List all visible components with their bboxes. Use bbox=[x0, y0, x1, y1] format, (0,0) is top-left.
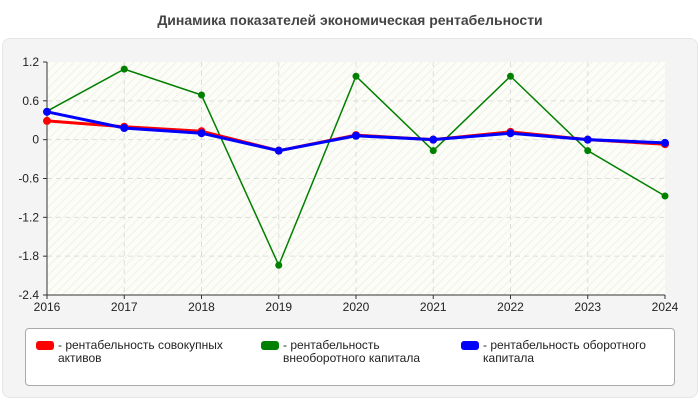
legend-item-noncurrent: - рентабельность внеоборотного капитала bbox=[261, 339, 441, 365]
legend-swatch bbox=[36, 341, 54, 350]
x-tick-label: 2021 bbox=[420, 300, 447, 314]
data-point bbox=[429, 147, 437, 155]
legend: - рентабельность совокупных активов - ре… bbox=[25, 328, 675, 386]
y-tick-label: -1.8 bbox=[18, 249, 39, 263]
data-point bbox=[584, 147, 592, 155]
y-tick-label: -0.6 bbox=[18, 172, 39, 186]
y-tick-label: -1.2 bbox=[18, 210, 39, 224]
data-point bbox=[352, 72, 360, 80]
legend-label: - рентабельность оборотного капитала bbox=[483, 338, 646, 365]
legend-item-current: - рентабельность оборотного капитала bbox=[461, 339, 671, 365]
x-tick-label: 2020 bbox=[343, 300, 370, 314]
data-point bbox=[43, 107, 51, 116]
x-tick-label: 2019 bbox=[265, 300, 292, 314]
data-point bbox=[429, 135, 438, 144]
data-point bbox=[506, 129, 515, 138]
legend-label: - рентабельность совокупных активов bbox=[58, 338, 223, 365]
x-tick-label: 2023 bbox=[574, 300, 601, 314]
data-point bbox=[197, 129, 206, 138]
x-tick-label: 2022 bbox=[497, 300, 524, 314]
legend-swatch bbox=[261, 341, 279, 350]
x-tick-label: 2018 bbox=[188, 300, 215, 314]
y-tick-label: 0.6 bbox=[22, 94, 39, 108]
data-point bbox=[43, 116, 51, 125]
y-tick-label: -2.4 bbox=[18, 288, 39, 302]
data-point bbox=[661, 138, 669, 147]
chart-title: Динамика показателей экономическая рента… bbox=[157, 12, 543, 28]
y-tick-label: 1.2 bbox=[22, 55, 39, 69]
x-tick-label: 2016 bbox=[34, 300, 61, 314]
data-point bbox=[274, 146, 283, 155]
legend-item-assets: - рентабельность совокупных активов bbox=[36, 339, 246, 365]
data-point bbox=[583, 135, 592, 144]
data-point bbox=[352, 131, 360, 140]
data-point bbox=[507, 72, 514, 80]
data-point bbox=[120, 65, 128, 73]
y-tick-label: 0 bbox=[32, 133, 39, 147]
x-tick-label: 2024 bbox=[652, 300, 679, 314]
data-point bbox=[275, 261, 283, 269]
data-point bbox=[661, 192, 669, 200]
data-point bbox=[198, 91, 205, 99]
x-tick-label: 2017 bbox=[111, 300, 138, 314]
legend-swatch bbox=[461, 341, 479, 350]
data-point bbox=[120, 124, 129, 133]
legend-label: - рентабельность внеоборотного капитала bbox=[283, 338, 420, 365]
